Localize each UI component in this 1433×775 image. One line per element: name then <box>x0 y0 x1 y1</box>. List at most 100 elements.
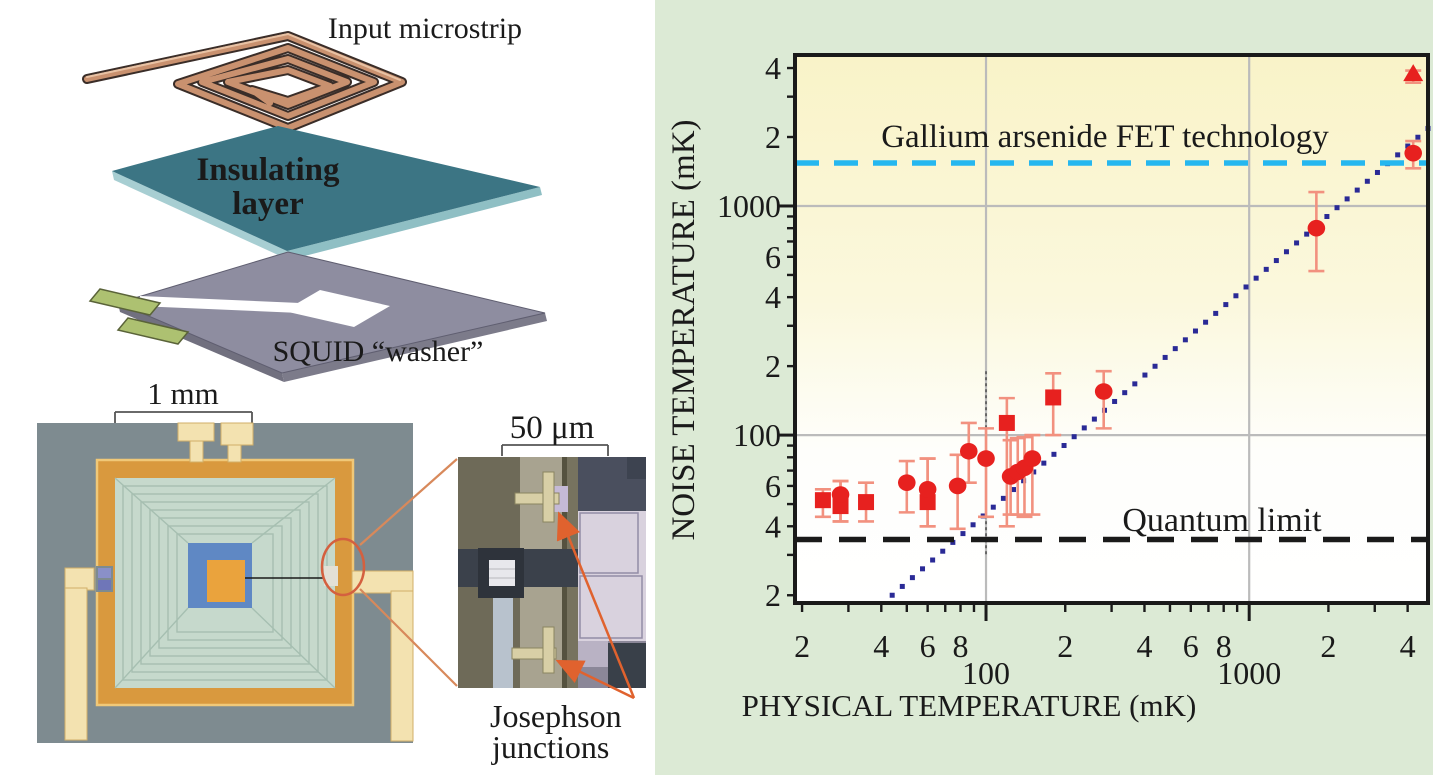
data-point-square <box>814 492 831 509</box>
squid-diagram-panel: Input microstrip Insulating layer SQUID … <box>37 12 646 765</box>
trend-dot <box>1051 451 1057 457</box>
y-tick-label: 2 <box>765 119 781 155</box>
trend-dot <box>1304 231 1310 237</box>
insulating-layer-label-line1: Insulating <box>196 152 340 188</box>
y-tick-label: 6 <box>765 239 781 275</box>
data-point-square <box>998 414 1015 431</box>
trend-dot <box>909 575 915 581</box>
trend-dot <box>1031 469 1037 475</box>
trend-dot <box>1172 346 1178 352</box>
zoom-annotation-circle <box>320 537 366 597</box>
squid-washer-illustration <box>88 251 547 382</box>
trend-dot <box>1091 416 1097 422</box>
quantum-limit-label: Quantum limit <box>1122 502 1322 539</box>
trend-dot <box>1112 398 1118 404</box>
trend-dot <box>970 522 976 528</box>
data-point-circle <box>1404 144 1423 162</box>
trend-dot <box>889 592 895 598</box>
trend-dot <box>1334 205 1340 211</box>
trend-dot <box>1283 249 1289 255</box>
data-point-circle <box>1094 383 1113 400</box>
data-point-circle <box>948 477 967 495</box>
x-tick-label: 2 <box>1320 628 1336 664</box>
insulating-layer-label-line2: layer <box>232 186 303 222</box>
trend-dotted-line <box>889 125 1431 598</box>
x-tick-label: 6 <box>920 628 936 664</box>
junction-micrograph <box>458 457 646 688</box>
data-point-circle <box>1307 219 1326 237</box>
trend-dot <box>1132 381 1138 387</box>
y-tick-label: 4 <box>765 508 781 544</box>
x-tick-label: 6 <box>1183 628 1199 664</box>
trend-dot <box>1395 152 1401 158</box>
josephson-junction-upper <box>514 471 568 523</box>
chip-center-orange-pad <box>207 560 245 602</box>
axis-ticks <box>779 66 1409 621</box>
trend-dot <box>1324 214 1330 220</box>
trend-dot <box>1273 258 1279 264</box>
trend-dot <box>1253 275 1259 281</box>
data-markers <box>814 64 1424 515</box>
chip-micrograph <box>37 422 414 743</box>
chip-yellow-leads <box>64 422 414 742</box>
trend-dot <box>1182 337 1188 343</box>
x-axis-title: PHYSICAL TEMPERATURE (mK) <box>742 688 1197 723</box>
trend-dot <box>1213 310 1219 316</box>
trend-dot <box>1041 460 1047 466</box>
trend-dot <box>1415 134 1421 140</box>
josephson-label-line1: Josephson <box>490 698 622 734</box>
data-point-circle <box>918 480 937 498</box>
input-microstrip-label: Input microstrip <box>328 12 522 45</box>
data-point-circle <box>897 474 916 491</box>
x-tick-label: 2 <box>794 628 810 664</box>
insulating-layer-illustration: Insulating layer <box>112 126 542 260</box>
scale-50um-label: 50 μm <box>510 410 595 446</box>
trend-dot <box>1000 495 1006 501</box>
trend-dot <box>1162 354 1168 360</box>
x-tick-label: 100 <box>962 655 1010 691</box>
zoom-connector-lines <box>359 458 458 687</box>
trend-dot <box>990 504 996 510</box>
y-tick-label: 2 <box>765 348 781 384</box>
trend-dot <box>1122 390 1128 396</box>
y-tick-label: 4 <box>765 50 781 86</box>
trend-dot <box>1344 196 1350 202</box>
trend-dot <box>1071 434 1077 440</box>
trend-dot <box>1192 328 1198 334</box>
trend-dot <box>1203 319 1209 325</box>
trend-dot <box>1243 284 1249 290</box>
data-point-circle <box>959 442 978 460</box>
data-point-square <box>1045 389 1062 406</box>
x-tick-label: 1000 <box>1217 655 1281 691</box>
trend-dot <box>1233 293 1239 299</box>
washer-electrode-upper <box>88 288 162 316</box>
josephson-label-line2: junctions <box>491 729 609 765</box>
y-tick-label: 100 <box>733 417 781 453</box>
trend-dot <box>920 566 926 572</box>
x-tick-label: 2 <box>1057 628 1073 664</box>
y-tick-label: 4 <box>765 279 781 315</box>
trend-dot <box>1081 425 1087 431</box>
trend-dot <box>1294 240 1300 246</box>
squid-washer-label: SQUID “washer” <box>273 335 484 368</box>
y-axis-title: NOISE TEMPERATURE (mK) <box>666 119 702 540</box>
washer-electrode-lower <box>116 317 190 345</box>
data-point-square <box>919 494 936 511</box>
josephson-arrows <box>555 511 636 700</box>
trend-dot <box>899 583 905 589</box>
data-point-square <box>858 494 875 511</box>
trend-dot <box>940 548 946 554</box>
y-tick-label: 2 <box>765 577 781 613</box>
trend-dot <box>1263 266 1269 272</box>
x-tick-label: 8 <box>1216 628 1232 664</box>
y-tick-label: 6 <box>765 468 781 504</box>
trend-dot <box>1364 178 1370 184</box>
trend-dot <box>1152 363 1158 369</box>
trend-dot <box>1405 143 1411 149</box>
x-tick-label: 4 <box>873 628 889 664</box>
trend-dot <box>1061 443 1067 449</box>
data-point-circle <box>831 486 850 503</box>
